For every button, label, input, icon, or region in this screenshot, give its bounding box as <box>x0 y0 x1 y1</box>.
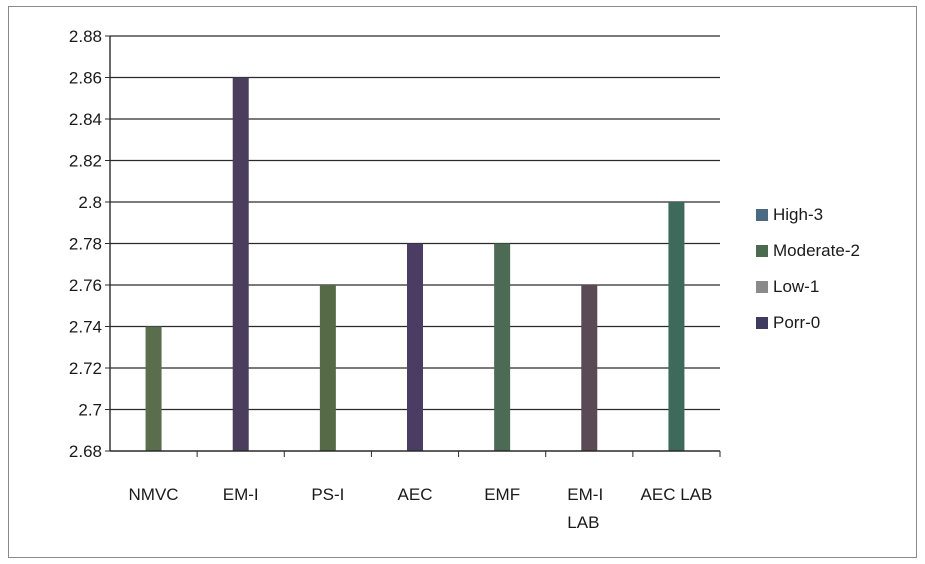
legend-label: High-3 <box>773 205 823 224</box>
bar <box>320 285 336 451</box>
x-tick-label: LAB <box>567 513 599 532</box>
bar <box>146 327 162 452</box>
bar-layer <box>146 78 685 452</box>
y-tick-label: 2.82 <box>69 152 102 171</box>
bar <box>233 78 249 452</box>
bar <box>407 244 423 452</box>
y-tick-label: 2.86 <box>69 69 102 88</box>
x-tick-label: EM-I <box>567 485 603 504</box>
y-tick-label: 2.78 <box>69 235 102 254</box>
legend-label: Porr-0 <box>773 313 820 332</box>
legend-swatch <box>756 317 768 329</box>
bar <box>581 285 597 451</box>
x-tick-label: EM-I <box>223 485 259 504</box>
legend: High-3 Moderate-2 Low-1 Porr-0 <box>756 205 860 332</box>
bar <box>668 202 684 451</box>
y-tick-label: 2.88 <box>69 27 102 46</box>
axis-layer: 2.68 2.7 2.72 2.74 2.76 2.78 2.8 2.82 2.84 2.86 2.… <box>69 27 720 532</box>
y-tick-label: 2.76 <box>69 276 102 295</box>
y-tick-label: 2.72 <box>69 359 102 378</box>
y-tick-label: 2.7 <box>78 401 102 420</box>
x-tick-label: AEC <box>398 485 433 504</box>
x-tick-label: PS-I <box>311 485 344 504</box>
x-tick-label: NMVC <box>129 485 179 504</box>
x-tick-label: EMF <box>484 485 520 504</box>
y-tick-label: 2.84 <box>69 110 102 129</box>
legend-swatch <box>756 245 768 257</box>
legend-swatch <box>756 209 768 221</box>
x-tick-label: AEC LAB <box>641 485 713 504</box>
y-tick-label: 2.74 <box>69 318 102 337</box>
legend-label: Moderate-2 <box>773 241 860 260</box>
legend-label: Low-1 <box>773 277 819 296</box>
y-tick-label: 2.8 <box>78 193 102 212</box>
y-tick-label: 2.68 <box>69 442 102 461</box>
bar <box>494 244 510 452</box>
legend-swatch <box>756 281 768 293</box>
